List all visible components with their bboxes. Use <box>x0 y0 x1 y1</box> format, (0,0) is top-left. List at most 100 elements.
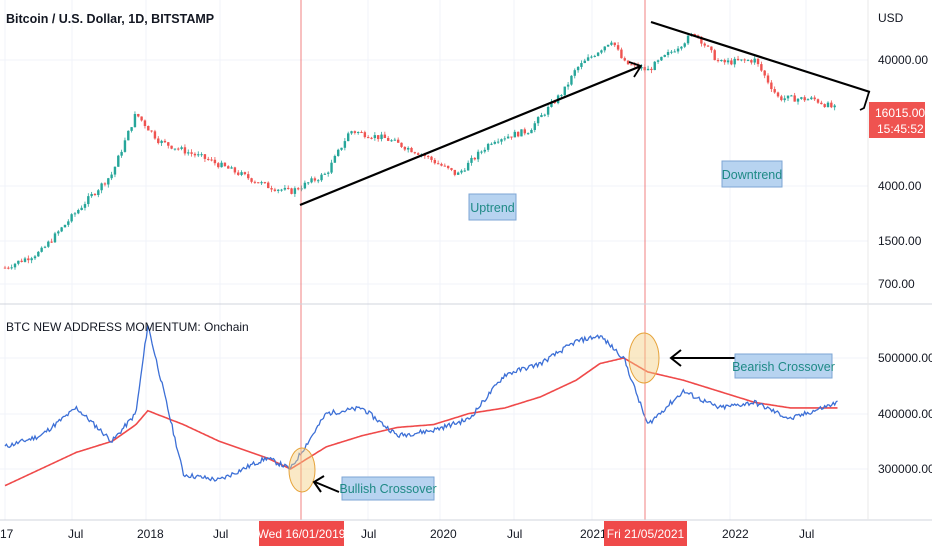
candle-body <box>280 189 283 191</box>
candle-body <box>257 182 260 184</box>
time-axis[interactable]: 17 Jul 2018 Jul Jul 2020 Jul 2021 2022 J… <box>0 527 814 541</box>
candle-body <box>830 102 833 108</box>
candle-body <box>826 102 830 108</box>
candle-body <box>53 233 57 243</box>
candle-body <box>200 154 203 156</box>
candle-body <box>436 163 440 165</box>
candle-body <box>366 137 370 139</box>
candle-body <box>393 139 397 141</box>
downtrend-line[interactable] <box>650 20 871 94</box>
candle-body <box>790 95 793 97</box>
candle-body <box>606 44 610 47</box>
candle-body <box>566 84 570 87</box>
candle-body <box>93 193 97 195</box>
candle-body <box>526 133 530 135</box>
last-price-value: 16015.00 <box>875 106 925 120</box>
candle-body <box>173 148 177 150</box>
candle-body <box>183 147 187 154</box>
candle-body <box>463 170 467 172</box>
bearish-annotation[interactable]: Bearish Crossover <box>732 353 835 379</box>
candle-body <box>140 116 143 121</box>
candle-body <box>783 98 786 101</box>
uptrend-line[interactable] <box>299 64 642 207</box>
candle-body <box>693 33 696 36</box>
time-label-jul-2020: Jul <box>507 527 522 541</box>
candle-body <box>380 134 383 140</box>
candle-body <box>620 49 623 59</box>
candle-body <box>800 97 803 99</box>
candle-body <box>223 162 227 167</box>
candle-body <box>446 165 450 169</box>
candle-body <box>20 260 23 262</box>
uptrend-annotation[interactable]: Uptrend <box>468 193 517 221</box>
candle-body <box>733 58 736 65</box>
candle-body <box>730 60 733 65</box>
candle-body <box>743 59 746 61</box>
candle-body <box>23 258 27 262</box>
candle-body <box>177 148 180 150</box>
candle-body <box>356 132 360 134</box>
candle-body <box>67 221 70 225</box>
candle-body <box>270 188 273 190</box>
candle-body <box>773 89 776 93</box>
date-tag-2019[interactable]: Wed 16/01/2019 <box>258 521 346 546</box>
candle-body <box>346 133 350 142</box>
candle-body <box>373 135 377 139</box>
candle-body <box>623 58 626 61</box>
candle-body <box>470 157 473 163</box>
candle-body <box>386 138 390 141</box>
bullish-arrowhead <box>312 475 325 493</box>
candle-body <box>107 178 110 185</box>
candle-body <box>686 35 690 44</box>
candle-body <box>500 139 503 142</box>
candle-body <box>97 190 100 195</box>
candle-body <box>207 158 210 160</box>
candle-body <box>350 131 353 134</box>
bullish-annotation[interactable]: Bullish Crossover <box>339 476 437 501</box>
candle-body <box>550 101 553 107</box>
candle-body <box>83 204 87 208</box>
candle-body <box>630 64 633 66</box>
candle-body <box>267 182 270 189</box>
candle-body <box>833 105 836 108</box>
candle-body <box>343 141 347 148</box>
candle-body <box>740 59 743 61</box>
candle-body <box>40 247 43 252</box>
candle-body <box>170 145 173 149</box>
candle-body <box>510 136 513 138</box>
candle-body <box>660 56 663 61</box>
candle-body <box>340 147 343 150</box>
candle-body <box>700 36 703 44</box>
candle-body <box>663 54 666 57</box>
candle-body <box>187 152 190 154</box>
candle-body <box>303 182 307 189</box>
candle-body <box>7 267 10 269</box>
candle-body <box>546 106 550 115</box>
downtrend-annotation[interactable]: Downtrend <box>721 160 783 188</box>
candle-body <box>143 120 147 126</box>
candle-body <box>320 174 323 181</box>
last-price-tag[interactable]: 16015.00 15:45:52 <box>869 102 925 138</box>
signal-line <box>4 357 838 487</box>
candle-body <box>300 188 303 190</box>
candle-body <box>493 141 497 144</box>
candle-body <box>703 43 706 46</box>
last-price-countdown: 15:45:52 <box>877 122 924 136</box>
candle-body <box>816 99 820 103</box>
candle-body <box>247 174 250 179</box>
candle-body <box>613 42 616 46</box>
candle-body <box>237 172 240 175</box>
candle-body <box>120 151 123 156</box>
candle-body <box>796 98 800 102</box>
candle-body <box>590 56 593 58</box>
candle-body <box>666 52 670 55</box>
candle-body <box>766 75 770 83</box>
candle-body <box>410 147 413 153</box>
candle-body <box>533 123 536 130</box>
candle-body <box>456 172 460 175</box>
date-tag-2021[interactable]: Fri 21/05/2021 <box>604 521 687 546</box>
candle-body <box>213 159 217 164</box>
candle-body <box>756 58 760 65</box>
